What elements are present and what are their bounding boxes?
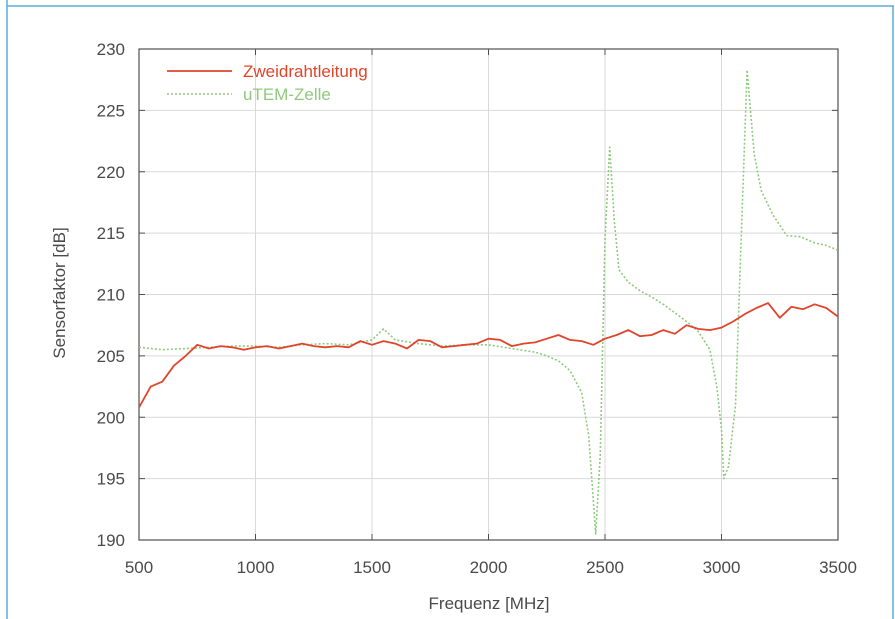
y-tick-label: 225 <box>97 101 125 120</box>
x-tick-label: 3000 <box>703 558 741 577</box>
y-tick-label: 215 <box>97 224 125 243</box>
axis-ticks: 500 1000 1500 2000 2500 3000 3500 190 195 200 205 2… <box>97 40 857 577</box>
y-tick-label: 230 <box>97 40 125 59</box>
x-tick-label: 1500 <box>353 558 391 577</box>
x-tick-label: 500 <box>125 558 153 577</box>
x-tick-label: 1000 <box>237 558 275 577</box>
y-tick-label: 190 <box>97 531 125 550</box>
x-axis-title: Frequenz [MHz] <box>429 594 550 613</box>
legend: Zweidrahtleitung uTEM-Zelle <box>167 62 368 104</box>
series-line-zweidrahtleitung <box>139 302 838 408</box>
series-line-utem-zelle <box>139 69 838 535</box>
x-tick-label: 2500 <box>586 558 624 577</box>
y-axis-title: Sensorfaktor [dB] <box>50 227 69 358</box>
series-layer <box>139 69 838 535</box>
x-tick-label: 3500 <box>819 558 857 577</box>
legend-label-utem-zelle: uTEM-Zelle <box>243 85 331 104</box>
grid <box>138 48 839 541</box>
legend-label-zweidrahtleitung: Zweidrahtleitung <box>243 62 368 81</box>
y-tick-label: 220 <box>97 163 125 182</box>
y-tick-label: 205 <box>97 347 125 366</box>
x-tick-label: 2000 <box>470 558 508 577</box>
y-tick-label: 195 <box>97 470 125 489</box>
y-tick-label: 210 <box>97 286 125 305</box>
y-tick-label: 200 <box>97 408 125 427</box>
